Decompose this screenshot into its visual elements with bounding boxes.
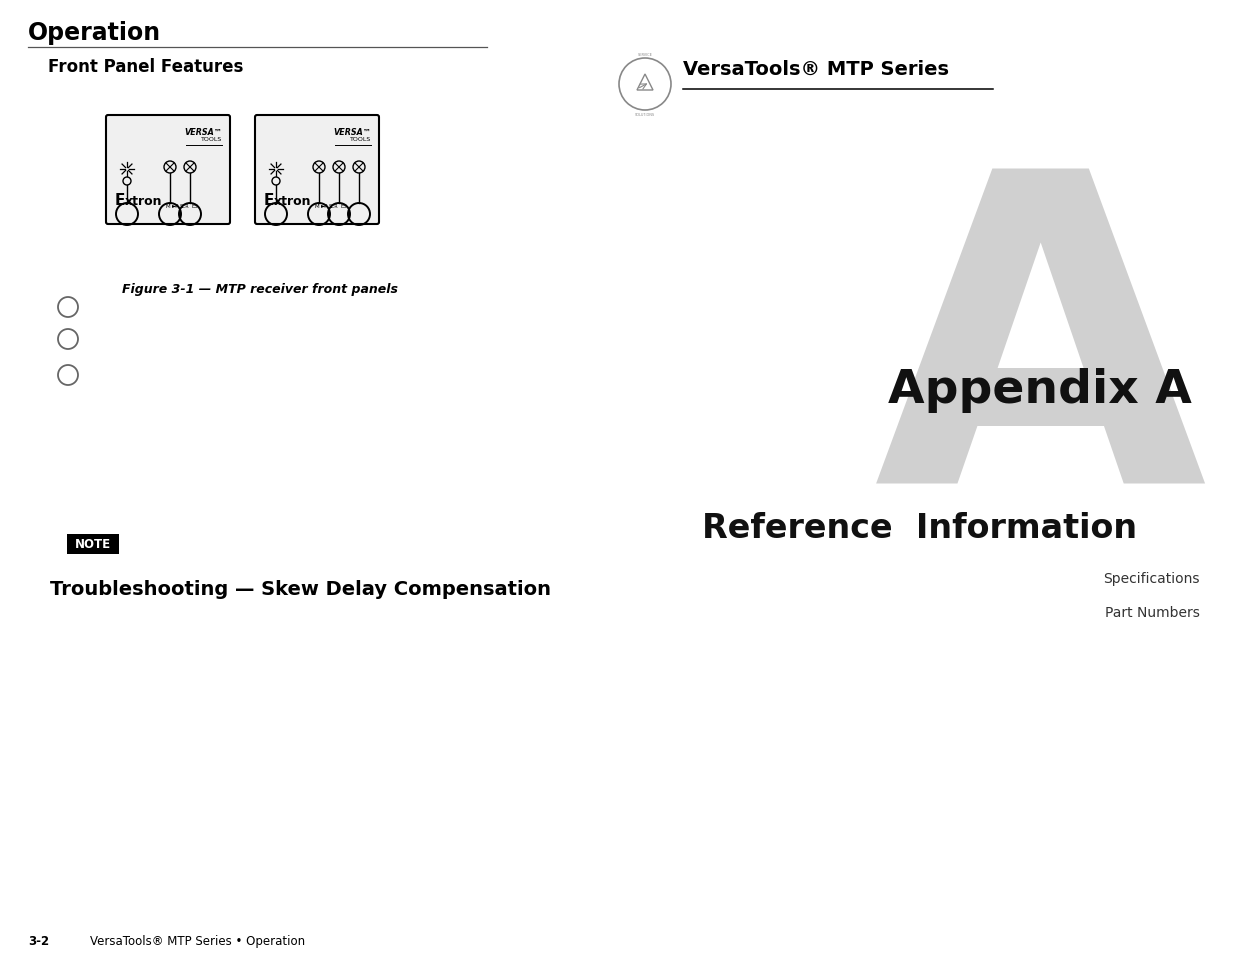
Text: xtron: xtron: [125, 194, 163, 208]
Text: SERVICE: SERVICE: [637, 53, 652, 57]
Text: ES: ES: [340, 204, 347, 209]
Text: Part Numbers: Part Numbers: [1105, 605, 1200, 619]
Text: NOTE: NOTE: [75, 537, 111, 551]
Text: M: M: [165, 204, 169, 209]
Text: ►P: ►P: [321, 204, 329, 209]
Text: VERSA™: VERSA™: [333, 128, 370, 137]
Text: ►P: ►P: [172, 204, 179, 209]
Text: VERSA™: VERSA™: [184, 128, 222, 137]
Text: Troubleshooting — Skew Delay Compensation: Troubleshooting — Skew Delay Compensatio…: [49, 579, 551, 598]
Text: Figure 3-1 — MTP receiver front panels: Figure 3-1 — MTP receiver front panels: [122, 283, 398, 295]
Text: TOOLS: TOOLS: [350, 137, 370, 142]
Text: VersaTools® MTP Series: VersaTools® MTP Series: [683, 60, 948, 79]
Text: A: A: [873, 154, 1207, 573]
FancyBboxPatch shape: [67, 535, 119, 555]
Text: Specifications: Specifications: [1104, 572, 1200, 585]
Text: M: M: [314, 204, 319, 209]
Text: SER: SER: [329, 204, 338, 209]
Text: Appendix A: Appendix A: [888, 368, 1192, 413]
FancyBboxPatch shape: [106, 116, 230, 225]
Text: SOLUTIONS: SOLUTIONS: [635, 112, 655, 117]
Text: Front Panel Features: Front Panel Features: [48, 58, 243, 76]
FancyBboxPatch shape: [254, 116, 379, 225]
Text: VersaTools® MTP Series • Operation: VersaTools® MTP Series • Operation: [90, 934, 305, 947]
Text: 3-2: 3-2: [28, 934, 49, 947]
Text: E: E: [115, 193, 126, 208]
Text: xtron: xtron: [274, 194, 311, 208]
Text: SER: SER: [180, 204, 190, 209]
Text: Operation: Operation: [28, 21, 161, 45]
Text: E: E: [264, 193, 274, 208]
Text: Reference  Information: Reference Information: [703, 512, 1137, 544]
Text: ES: ES: [191, 204, 198, 209]
Text: TOOLS: TOOLS: [201, 137, 222, 142]
